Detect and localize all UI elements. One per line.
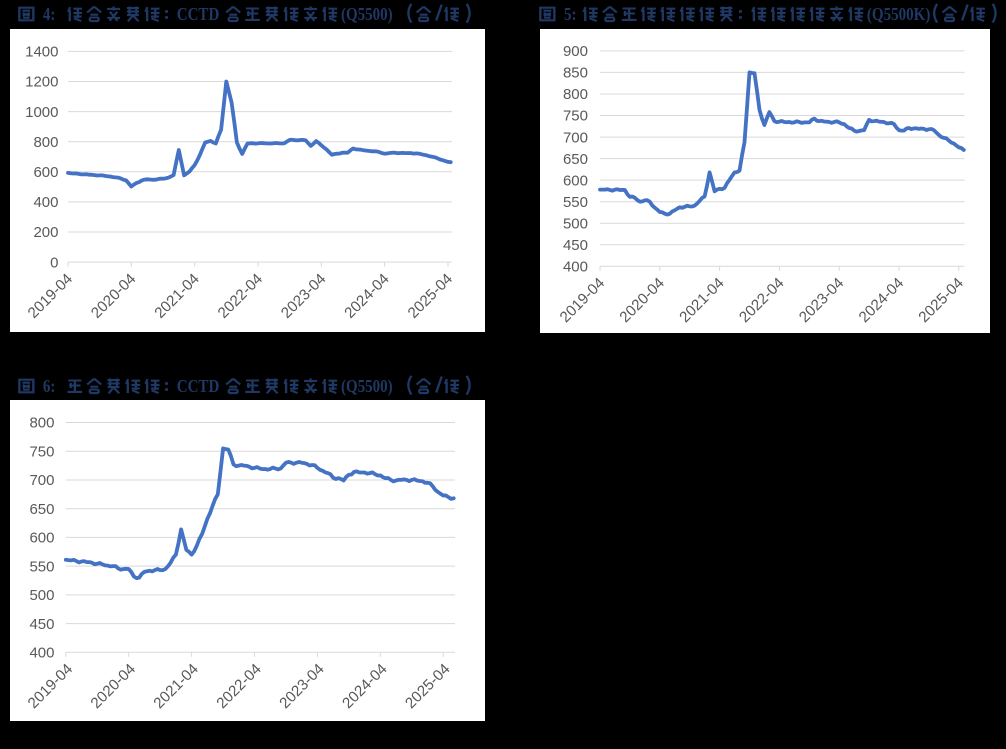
svg-text:400: 400	[29, 645, 54, 662]
svg-text:600: 600	[29, 530, 54, 547]
svg-text:2022-04: 2022-04	[215, 270, 266, 321]
svg-text:0: 0	[50, 254, 58, 271]
svg-text:CCTD: CCTD	[177, 4, 220, 24]
svg-text:450: 450	[563, 237, 588, 254]
svg-text:850: 850	[563, 65, 588, 82]
svg-text:1400: 1400	[25, 44, 58, 61]
svg-text:800: 800	[563, 86, 588, 103]
svg-text:2020-04: 2020-04	[88, 661, 139, 712]
svg-text:CCTD: CCTD	[177, 376, 220, 396]
svg-text:1000: 1000	[25, 104, 58, 121]
svg-text:2021-04: 2021-04	[151, 270, 202, 321]
svg-text:(Q5500K): (Q5500K)	[867, 4, 930, 24]
svg-text:800: 800	[33, 134, 58, 151]
svg-text:750: 750	[563, 108, 588, 125]
svg-text:2023-04: 2023-04	[278, 270, 329, 321]
svg-text:2024-04: 2024-04	[341, 270, 392, 321]
svg-text:2023-04: 2023-04	[796, 275, 847, 326]
svg-text:600: 600	[563, 172, 588, 189]
svg-text:500: 500	[563, 215, 588, 232]
svg-text:2019-04: 2019-04	[25, 270, 76, 321]
svg-text:2021-04: 2021-04	[676, 275, 727, 326]
svg-text:2019-04: 2019-04	[557, 275, 608, 326]
svg-text:6:: 6:	[43, 376, 56, 396]
svg-text:800: 800	[29, 415, 54, 432]
svg-text:2024-04: 2024-04	[339, 661, 390, 712]
svg-text:2019-04: 2019-04	[25, 661, 76, 712]
svg-text:2020-04: 2020-04	[88, 270, 139, 321]
svg-text:700: 700	[563, 129, 588, 146]
svg-text:400: 400	[563, 259, 588, 276]
svg-text:2021-04: 2021-04	[150, 661, 201, 712]
svg-text:450: 450	[29, 616, 54, 633]
svg-text:2025-04: 2025-04	[915, 275, 966, 326]
svg-text:650: 650	[29, 501, 54, 518]
svg-text:2025-04: 2025-04	[405, 270, 456, 321]
svg-text:500: 500	[29, 587, 54, 604]
svg-text:200: 200	[33, 224, 58, 241]
svg-text:2022-04: 2022-04	[213, 661, 264, 712]
svg-text:2024-04: 2024-04	[856, 275, 907, 326]
svg-text:2022-04: 2022-04	[736, 275, 787, 326]
svg-text:750: 750	[29, 443, 54, 460]
svg-text:700: 700	[29, 472, 54, 489]
svg-text:(Q5500): (Q5500)	[341, 376, 393, 396]
svg-text:5:: 5:	[564, 4, 577, 24]
svg-text:2025-04: 2025-04	[402, 661, 453, 712]
svg-text:400: 400	[33, 194, 58, 211]
svg-text:2023-04: 2023-04	[276, 661, 327, 712]
svg-text:550: 550	[29, 558, 54, 575]
svg-text:4:: 4:	[43, 4, 56, 24]
svg-text:2020-04: 2020-04	[616, 275, 667, 326]
svg-text:900: 900	[563, 43, 588, 60]
svg-text:650: 650	[563, 151, 588, 168]
svg-text:(Q5500): (Q5500)	[341, 4, 393, 24]
svg-text:550: 550	[563, 194, 588, 211]
svg-text:1200: 1200	[25, 74, 58, 91]
svg-text:600: 600	[33, 164, 58, 181]
